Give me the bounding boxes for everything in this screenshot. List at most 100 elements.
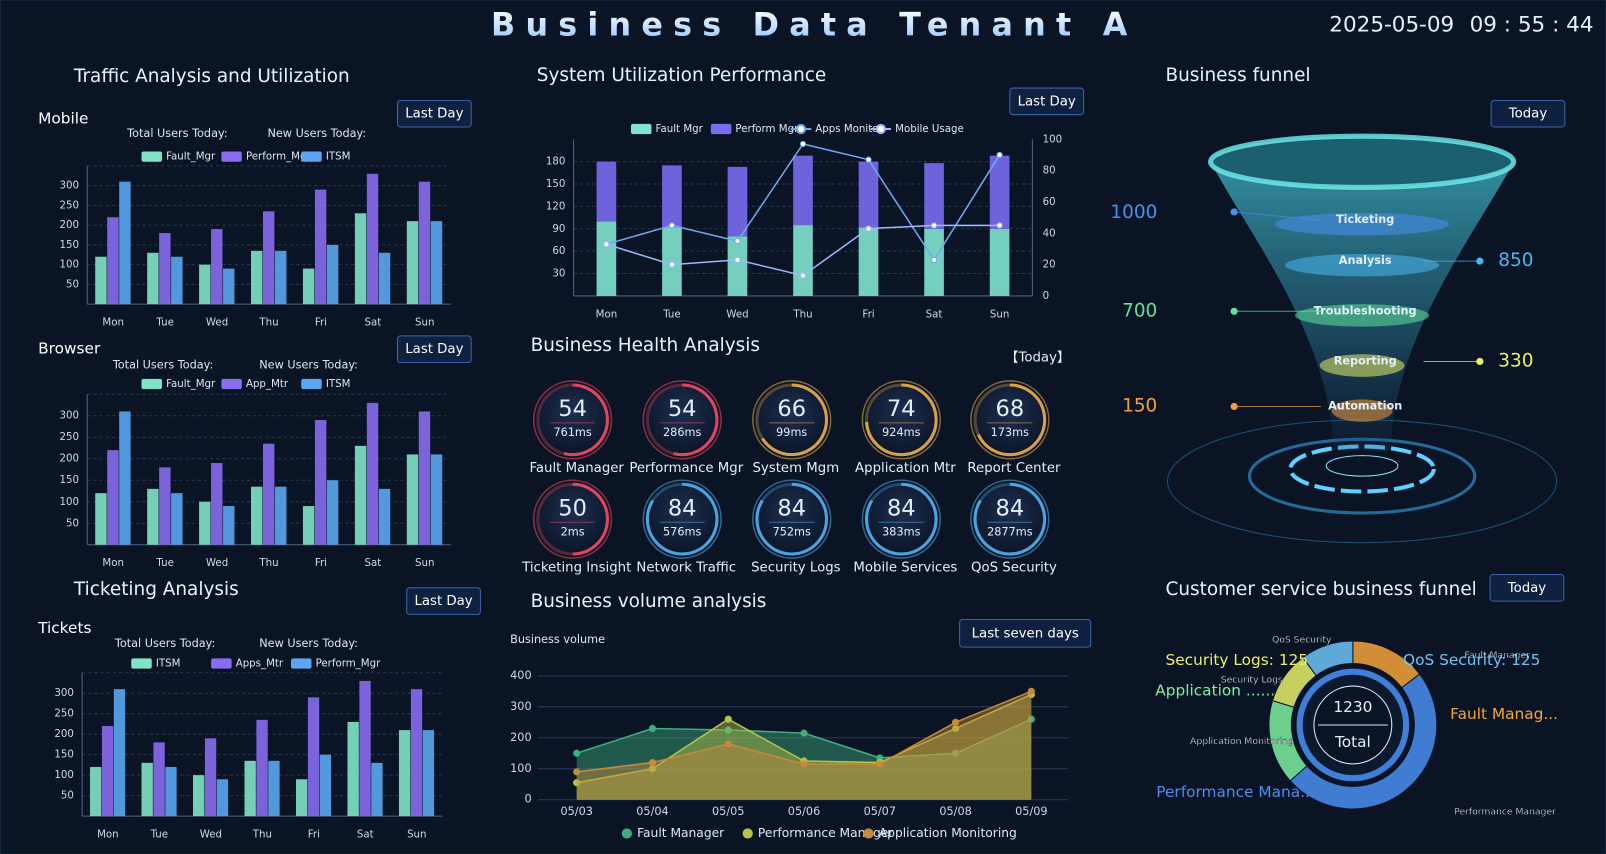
- gauge-latency: 383ms: [882, 525, 920, 538]
- x-tick-label: Fri: [315, 318, 327, 329]
- chart-subtitle: Browser: [38, 340, 101, 358]
- button[interactable]: [396, 99, 472, 128]
- gauge-arc: [761, 383, 829, 457]
- stage-label: Analysis: [1339, 254, 1392, 267]
- y-tick-label: 150: [60, 240, 80, 251]
- x-tick-label: Thu: [792, 309, 812, 320]
- stage-label: Ticketing: [1336, 213, 1394, 226]
- bar: [314, 420, 327, 545]
- donut-segment: [1302, 640, 1354, 677]
- x-tick-label: Sun: [407, 830, 426, 841]
- button-label: Today: [1508, 107, 1548, 122]
- point: [996, 151, 1003, 159]
- bar: [378, 488, 391, 545]
- point: [668, 261, 676, 268]
- stage-label: Reporting: [1334, 354, 1397, 367]
- button[interactable]: [959, 618, 1092, 648]
- legend-swatch: [131, 658, 152, 669]
- x-tick-label: Wed: [200, 830, 222, 841]
- x-tick-label: Sat: [926, 309, 943, 320]
- bar: [199, 264, 211, 305]
- gauge-arc: [563, 383, 609, 457]
- gauge-label: Report Center: [967, 461, 1061, 476]
- legend-label: App_Mtr: [246, 379, 289, 390]
- gauge-ring: [642, 479, 722, 559]
- gauge-latency: 752ms: [773, 525, 811, 538]
- button[interactable]: [396, 335, 472, 364]
- total-value: 1230: [1333, 698, 1372, 716]
- stat-label: Total Users Today:: [126, 127, 227, 140]
- legend-label: Perform_Mgr: [316, 659, 382, 670]
- bar: [211, 229, 223, 305]
- button-label: Last seven days: [972, 626, 1079, 641]
- stat-label: New Users Today:: [259, 637, 358, 650]
- point: [930, 256, 938, 263]
- bar: [159, 233, 171, 305]
- funnel-stage: [1319, 354, 1405, 377]
- button[interactable]: [1489, 573, 1565, 602]
- bar: [302, 506, 315, 545]
- point: [800, 729, 808, 737]
- bar: [95, 493, 107, 545]
- gauge-value: 68: [996, 396, 1025, 422]
- x-tick-label: Tue: [155, 558, 173, 569]
- button[interactable]: [1490, 99, 1566, 128]
- y-tick-label: 60: [552, 246, 565, 257]
- x-tick-label: Sat: [357, 830, 374, 841]
- gauge-value: 50: [558, 495, 587, 521]
- gauge-arc: [976, 383, 1047, 457]
- x-tick-label: Sun: [990, 309, 1009, 320]
- gauge-label: Security Logs: [751, 560, 841, 575]
- bar: [295, 779, 308, 817]
- gauge-label: Ticketing Insight: [521, 560, 631, 575]
- bar: [989, 155, 1010, 229]
- y-tick-label: 250: [54, 709, 74, 720]
- funnel-stage: [1331, 399, 1393, 422]
- y-tick-label: 300: [510, 700, 531, 713]
- gauge-latency: 2877ms: [987, 525, 1033, 538]
- value-label: 330: [1498, 350, 1533, 371]
- button[interactable]: [406, 587, 481, 615]
- legend-label: ITSM: [326, 379, 351, 390]
- point: [724, 715, 732, 723]
- point: [951, 724, 960, 733]
- button-label: Today: [1507, 581, 1547, 596]
- bar: [274, 486, 287, 545]
- y2-tick-label: 40: [1043, 228, 1056, 239]
- gauge-ring: [642, 380, 722, 460]
- bar: [366, 173, 379, 305]
- bar: [251, 250, 263, 305]
- chart-subtitle: Mobile: [38, 109, 88, 127]
- y2-tick-label: 0: [1043, 291, 1050, 302]
- bar: [371, 762, 383, 817]
- bar: [159, 467, 171, 545]
- gauge-label: Application Mtr: [855, 461, 956, 476]
- x-tick-label: Mon: [102, 318, 124, 329]
- value-label: 850: [1498, 250, 1533, 271]
- bar: [430, 454, 443, 545]
- y-tick-label: 200: [54, 729, 74, 740]
- bar: [662, 165, 682, 228]
- button[interactable]: [1009, 87, 1085, 116]
- point: [648, 765, 657, 773]
- bar: [244, 760, 256, 817]
- callout-label: Security Logs: 125: [1165, 651, 1308, 669]
- x-tick-label: Wed: [206, 558, 228, 569]
- gauge-value: 54: [558, 396, 587, 422]
- bar: [378, 252, 391, 305]
- legend-swatch: [221, 151, 242, 162]
- gauge-arc: [673, 383, 719, 457]
- gauge-value: 74: [887, 396, 916, 422]
- gauge-label: Mobile Services: [853, 560, 957, 575]
- button-label: Last Day: [405, 342, 463, 357]
- x-tick-label: Sat: [364, 318, 381, 329]
- y-tick-label: 30: [552, 269, 565, 280]
- point: [724, 726, 732, 734]
- bar: [354, 213, 367, 305]
- legend-swatch: [211, 658, 232, 669]
- bar: [251, 486, 263, 545]
- y-tick-label: 300: [60, 411, 80, 422]
- bar: [95, 256, 107, 305]
- button-label: Last Day: [405, 107, 463, 122]
- legend-swatch: [301, 378, 322, 390]
